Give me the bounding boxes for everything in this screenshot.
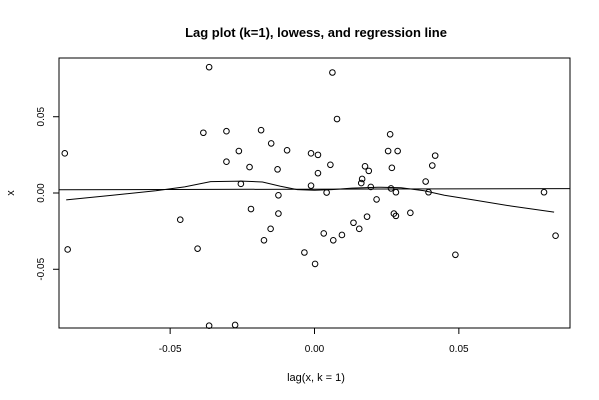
chart-title: Lag plot (k=1), lowess, and regression l… <box>185 25 447 40</box>
data-point <box>350 219 357 227</box>
x-axis-label: lag(x, k = 1) <box>287 372 345 384</box>
data-point <box>323 189 330 196</box>
data-point <box>223 127 230 135</box>
lowess-curve-layer <box>66 180 555 213</box>
data-point <box>314 169 322 177</box>
data-point <box>257 126 265 134</box>
x-tick-label: -0.05 <box>159 344 182 355</box>
data-point <box>194 245 201 252</box>
data-point <box>231 321 239 329</box>
data-point <box>275 191 282 199</box>
data-point <box>373 196 380 203</box>
data-point <box>386 130 394 138</box>
data-point <box>329 236 337 244</box>
data-point <box>394 147 401 155</box>
data-point <box>267 225 274 233</box>
data-point <box>200 129 207 137</box>
regression-line-layer <box>58 188 571 191</box>
data-point <box>452 251 459 259</box>
data-point <box>176 216 184 223</box>
data-point <box>247 205 255 213</box>
data-point <box>338 231 346 239</box>
data-point <box>367 183 375 191</box>
scatter-points <box>61 63 559 330</box>
data-point <box>361 163 369 170</box>
y-axis: -0.05 0.00 0.05 <box>36 107 60 281</box>
data-point <box>307 182 315 189</box>
data-point <box>283 146 291 154</box>
data-point <box>329 69 336 76</box>
data-point <box>540 188 548 196</box>
data-point <box>425 188 432 196</box>
data-point <box>431 152 439 159</box>
data-point <box>333 115 341 123</box>
data-point <box>314 151 322 159</box>
regression-line <box>58 188 571 191</box>
data-point <box>307 150 315 157</box>
x-tick-label: 0.00 <box>305 344 325 355</box>
data-point <box>355 225 363 233</box>
lowess-curve <box>66 180 555 213</box>
data-point <box>274 166 281 173</box>
data-point <box>388 164 396 172</box>
data-point <box>235 147 243 155</box>
data-point <box>392 188 400 196</box>
data-point <box>205 63 213 71</box>
data-point <box>311 260 319 268</box>
data-point <box>223 158 230 166</box>
y-tick-label: 0.00 <box>36 183 47 203</box>
data-point <box>407 209 414 217</box>
data-point <box>384 147 392 155</box>
data-point <box>246 163 253 171</box>
data-point <box>267 140 275 147</box>
data-point <box>260 236 268 244</box>
data-point <box>392 212 400 220</box>
data-point <box>61 150 69 157</box>
data-point <box>205 322 213 330</box>
y-axis-label: x <box>5 190 17 196</box>
data-point <box>275 210 282 217</box>
data-point <box>357 179 365 187</box>
data-point <box>428 162 436 169</box>
data-point <box>363 213 371 220</box>
data-point <box>327 161 334 169</box>
data-point <box>358 175 366 183</box>
data-point <box>320 230 328 237</box>
x-tick-label: 0.05 <box>449 344 469 355</box>
data-point <box>422 178 429 185</box>
data-point <box>365 167 373 175</box>
data-point <box>64 246 71 253</box>
data-point <box>237 180 245 188</box>
data-point <box>301 249 308 256</box>
data-point <box>552 232 559 240</box>
data-point <box>387 185 395 192</box>
y-tick-label: 0.05 <box>36 107 47 127</box>
y-tick-label: -0.05 <box>36 257 47 280</box>
x-axis: -0.05 0.00 0.05 <box>159 327 469 355</box>
